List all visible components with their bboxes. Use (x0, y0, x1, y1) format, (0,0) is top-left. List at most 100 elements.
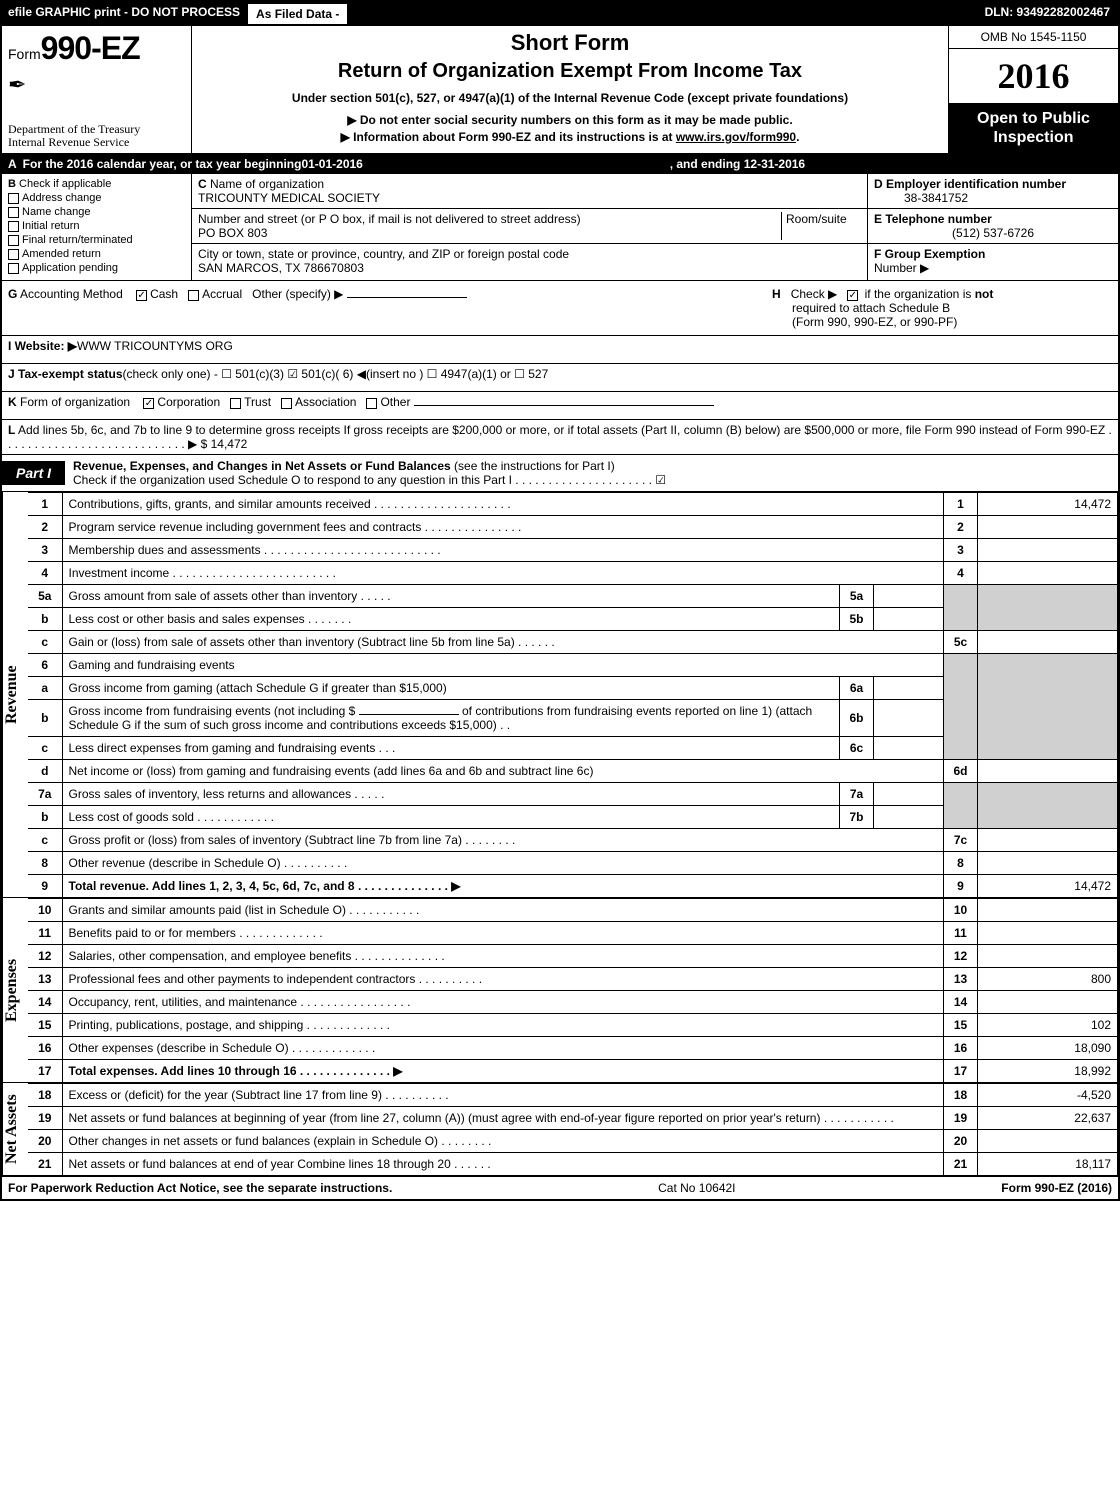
top-bar: efile GRAPHIC print - DO NOT PROCESS As … (2, 2, 1118, 26)
line-12: 12Salaries, other compensation, and empl… (28, 945, 1118, 968)
short-form-label: Short Form (202, 30, 938, 56)
line-2: 2Program service revenue including gover… (28, 516, 1118, 539)
schedule-b-check: H Check ▶ if the organization is not req… (772, 287, 1112, 329)
netassets-side-label: Net Assets (2, 1083, 28, 1176)
as-filed-label: As Filed Data - (246, 2, 349, 26)
expenses-table: 10Grants and similar amounts paid (list … (28, 898, 1118, 1083)
address-row: Number and street (or P O box, if mail i… (192, 209, 867, 244)
line-19: 19Net assets or fund balances at beginni… (28, 1107, 1118, 1130)
box-b: B Check if applicable Address change Nam… (2, 174, 192, 280)
net-assets-table: 18Excess or (deficit) for the year (Subt… (28, 1083, 1118, 1176)
line-20: 20Other changes in net assets or fund ba… (28, 1130, 1118, 1153)
form-header: Form990-EZ ✒ Department of the Treasury … (2, 26, 1118, 154)
expenses-section: Expenses 10Grants and similar amounts pa… (2, 898, 1118, 1083)
box-d-e-f: D Employer identification number 38-3841… (868, 174, 1118, 280)
line-16: 16Other expenses (describe in Schedule O… (28, 1037, 1118, 1060)
chk-schedule-b[interactable] (847, 290, 858, 301)
box-c: C Name of organization TRICOUNTY MEDICAL… (192, 174, 868, 280)
line-10: 10Grants and similar amounts paid (list … (28, 899, 1118, 922)
net-assets-section: Net Assets 18Excess or (deficit) for the… (2, 1083, 1118, 1176)
header-right: OMB No 1545-1150 2016 Open to Public Ins… (948, 26, 1118, 153)
website: WWW TRICOUNTYMS ORG (77, 339, 233, 353)
line-21: 21Net assets or fund balances at end of … (28, 1153, 1118, 1176)
form-subtitle: Under section 501(c), 527, or 4947(a)(1)… (202, 91, 938, 105)
omb-number: OMB No 1545-1150 (949, 26, 1118, 49)
tax-year: 2016 (949, 49, 1118, 103)
irs-eagle-icon: ✒ (8, 72, 185, 98)
header-center: Short Form Return of Organization Exempt… (192, 26, 948, 153)
page-footer: For Paperwork Reduction Act Notice, see … (2, 1176, 1118, 1199)
line-8: 8Other revenue (describe in Schedule O) … (28, 852, 1118, 875)
revenue-section: Revenue 1Contributions, gifts, grants, a… (2, 492, 1118, 898)
line-14: 14Occupancy, rent, utilities, and mainte… (28, 991, 1118, 1014)
line-5c: cGain or (loss) from sale of assets othe… (28, 631, 1118, 654)
cat-number: Cat No 10642I (658, 1181, 735, 1195)
org-name: TRICOUNTY MEDICAL SOCIETY (198, 191, 380, 205)
city-row: City or town, state or province, country… (192, 244, 867, 278)
row-a-tax-year: A For the 2016 calendar year, or tax yea… (2, 154, 1118, 174)
chk-accrual[interactable] (188, 290, 199, 301)
identity-box-row: B Check if applicable Address change Nam… (2, 174, 1118, 281)
other-specify-input[interactable] (347, 297, 467, 298)
row-j-tax-status: J Tax-exempt status(check only one) - ☐ … (2, 364, 1118, 392)
treasury-dept: Department of the Treasury Internal Reve… (8, 123, 185, 149)
chk-amended[interactable]: Amended return (8, 248, 185, 260)
form-version: Form 990-EZ (2016) (1001, 1181, 1112, 1195)
row-k-org-form: K Form of organization Corporation Trust… (2, 392, 1118, 420)
chk-trust[interactable] (230, 398, 241, 409)
paperwork-notice: For Paperwork Reduction Act Notice, see … (8, 1181, 392, 1195)
row-g-h: G Accounting Method Cash Accrual Other (… (2, 281, 1118, 336)
chk-final-return[interactable]: Final return/terminated (8, 234, 185, 246)
dln-number: DLN: 93492282002467 (977, 2, 1118, 26)
line-1: 1Contributions, gifts, grants, and simil… (28, 493, 1118, 516)
city-state-zip: SAN MARCOS, TX 786670803 (198, 261, 364, 275)
line-7a: 7aGross sales of inventory, less returns… (28, 783, 1118, 806)
chk-address-change[interactable]: Address change (8, 192, 185, 204)
part-i-header: Part I Revenue, Expenses, and Changes in… (2, 454, 1118, 492)
line-6: 6Gaming and fundraising events (28, 654, 1118, 677)
chk-name-change[interactable]: Name change (8, 206, 185, 218)
line-4: 4Investment income . . . . . . . . . . .… (28, 562, 1118, 585)
group-exemption-box: F Group Exemption Number ▶ (868, 244, 1118, 278)
chk-initial-return[interactable]: Initial return (8, 220, 185, 232)
form-title: Return of Organization Exempt From Incom… (202, 60, 938, 83)
ssn-warning: ▶ Do not enter social security numbers o… (202, 113, 938, 127)
row-i-website: I Website: ▶WWW TRICOUNTYMS ORG (2, 336, 1118, 364)
line-17: 17Total expenses. Add lines 10 through 1… (28, 1060, 1118, 1083)
efile-notice: efile GRAPHIC print - DO NOT PROCESS (2, 2, 246, 26)
street-address: PO BOX 803 (198, 226, 267, 240)
chk-pending[interactable]: Application pending (8, 262, 185, 274)
chk-corp[interactable] (143, 398, 154, 409)
line-9: 9Total revenue. Add lines 1, 2, 3, 4, 5c… (28, 875, 1118, 898)
chk-assoc[interactable] (281, 398, 292, 409)
header-left: Form990-EZ ✒ Department of the Treasury … (2, 26, 192, 153)
chk-cash[interactable] (136, 290, 147, 301)
org-name-row: C Name of organization TRICOUNTY MEDICAL… (192, 174, 867, 209)
irs-link[interactable]: www.irs.gov/form990 (676, 130, 796, 144)
line-15: 15Printing, publications, postage, and s… (28, 1014, 1118, 1037)
ein-box: D Employer identification number 38-3841… (868, 174, 1118, 209)
line-18: 18Excess or (deficit) for the year (Subt… (28, 1084, 1118, 1107)
phone-box: E Telephone number (512) 537-6726 (868, 209, 1118, 244)
part-i-tab: Part I (2, 461, 65, 485)
line-13: 13Professional fees and other payments t… (28, 968, 1118, 991)
line-5a: 5aGross amount from sale of assets other… (28, 585, 1118, 608)
open-to-public: Open to Public Inspection (949, 103, 1118, 153)
row-l-gross-receipts: L Add lines 5b, 6c, and 7b to line 9 to … (2, 420, 1118, 454)
form-number: Form990-EZ (8, 30, 185, 67)
ein: 38-3841752 (874, 191, 968, 205)
part-i-title: Revenue, Expenses, and Changes in Net As… (65, 455, 1118, 491)
info-link-line: ▶ Information about Form 990-EZ and its … (202, 130, 938, 144)
form-page: efile GRAPHIC print - DO NOT PROCESS As … (0, 0, 1120, 1201)
accounting-method: G Accounting Method Cash Accrual Other (… (8, 287, 772, 301)
expenses-side-label: Expenses (2, 898, 28, 1083)
revenue-side-label: Revenue (2, 492, 28, 898)
line-3: 3Membership dues and assessments . . . .… (28, 539, 1118, 562)
phone: (512) 537-6726 (874, 226, 1112, 240)
line-7c: cGross profit or (loss) from sales of in… (28, 829, 1118, 852)
room-suite: Room/suite (781, 212, 861, 240)
revenue-table: 1Contributions, gifts, grants, and simil… (28, 492, 1118, 898)
line-11: 11Benefits paid to or for members . . . … (28, 922, 1118, 945)
chk-other-org[interactable] (366, 398, 377, 409)
label-a: A (8, 157, 17, 171)
